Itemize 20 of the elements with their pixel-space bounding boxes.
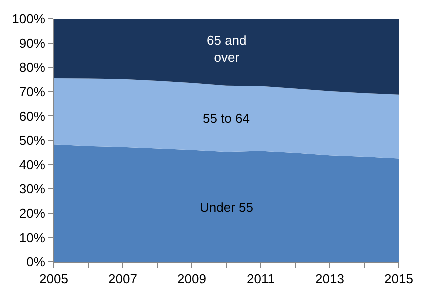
- series-label: Under 55: [200, 200, 254, 215]
- y-tick-label: 40%: [19, 157, 46, 172]
- x-tick-label: 2015: [384, 272, 414, 287]
- x-tick-label: 2013: [316, 272, 344, 287]
- y-tick-label: 60%: [19, 108, 46, 124]
- y-tick-label: 0%: [26, 254, 46, 270]
- y-tick-label: 30%: [19, 182, 46, 197]
- y-tick-label: 100%: [12, 12, 46, 27]
- y-tick-label: 90%: [19, 36, 46, 51]
- y-tick-label: 10%: [19, 230, 46, 246]
- x-tick-label: 2009: [178, 272, 206, 287]
- series-label: 55 to 64: [203, 111, 250, 126]
- x-tick-label: 2007: [108, 272, 138, 287]
- series-label: 65 and over: [207, 33, 247, 65]
- x-tick-label: 2005: [40, 272, 68, 287]
- y-tick-label: 20%: [19, 206, 46, 221]
- y-tick-label: 50%: [19, 133, 46, 148]
- y-tick-label: 70%: [19, 84, 46, 100]
- x-tick-label: 2011: [247, 272, 275, 287]
- y-tick-label: 80%: [19, 60, 46, 76]
